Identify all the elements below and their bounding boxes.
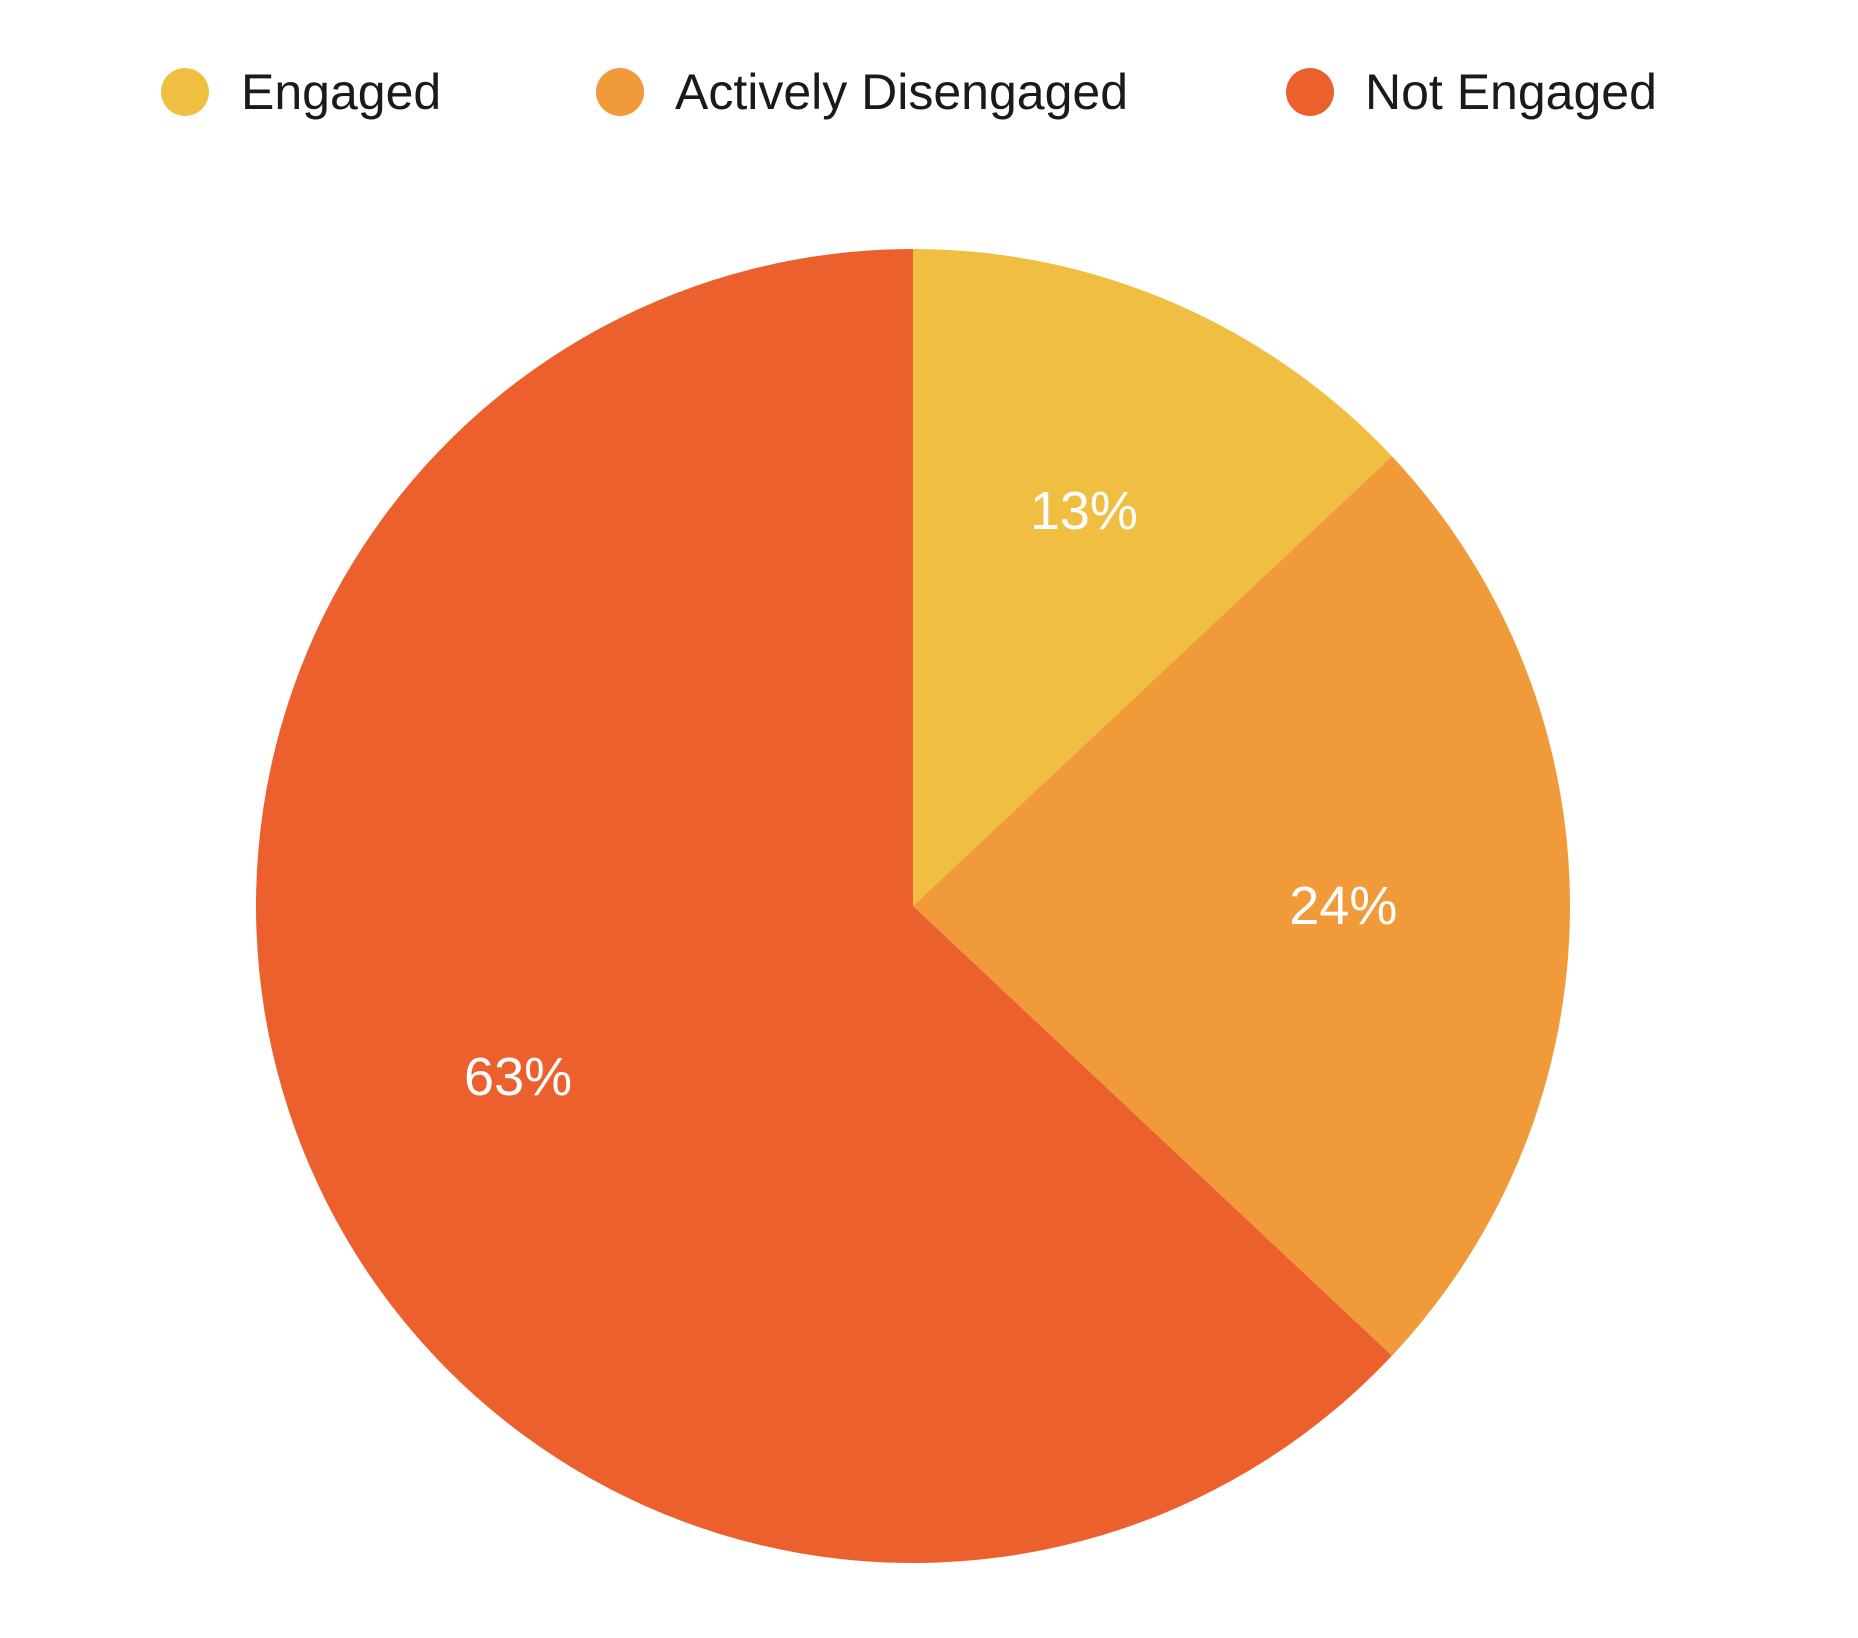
legend-swatch-engaged [161,68,209,116]
legend-swatch-actively-disengaged [596,68,644,116]
legend-item-not-engaged: Not Engaged [1286,64,1657,120]
legend-swatch-not-engaged [1286,68,1334,116]
pie-slice-actively-disengaged [913,456,1570,1356]
slice-label-engaged: 13% [1030,481,1138,541]
legend-label-engaged: Engaged [241,64,441,120]
legend-item-actively-disengaged: Actively Disengaged [596,64,1128,120]
legend-label-not-engaged: Not Engaged [1365,64,1657,120]
pie-slice-engaged [913,249,1392,906]
slice-label-not-engaged: 63% [464,1047,572,1107]
slice-labels: 13% 24% 63% [464,481,1397,1107]
legend-label-actively-disengaged: Actively Disengaged [675,64,1128,120]
pie-slice-not-engaged [256,249,1392,1563]
legend: Engaged Actively Disengaged Not Engaged [161,64,1657,120]
pie-slices [256,249,1570,1563]
legend-item-engaged: Engaged [161,64,441,120]
slice-label-actively-disengaged: 24% [1289,876,1397,936]
